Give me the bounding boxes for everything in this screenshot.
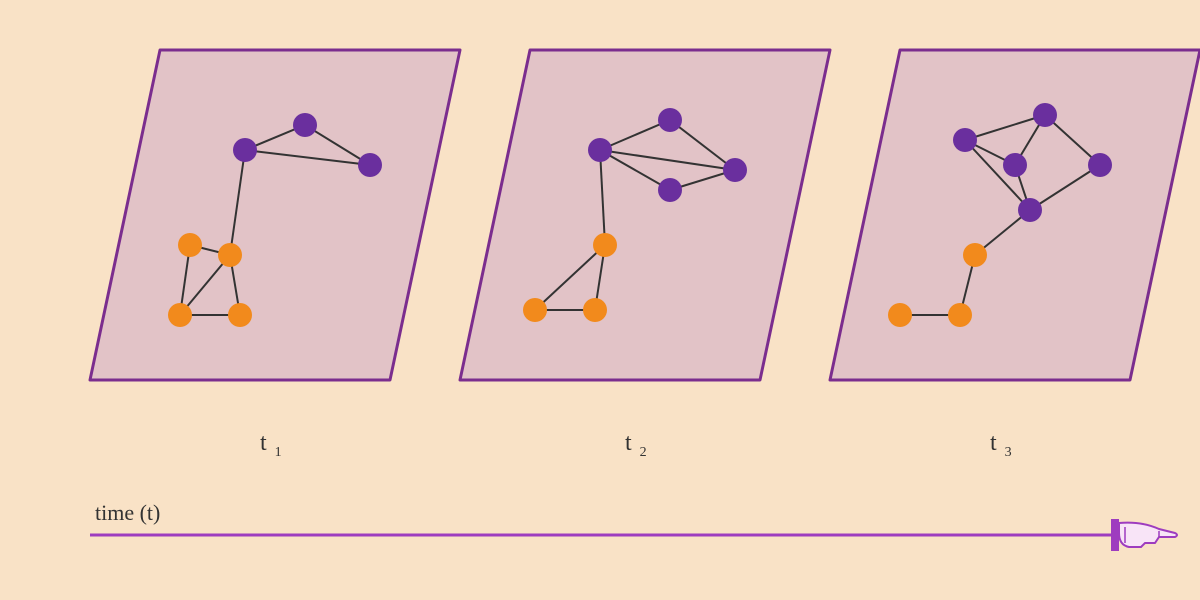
- graph-node-purple: [723, 158, 747, 182]
- graph-node-purple: [293, 113, 317, 137]
- panel-t3: [830, 50, 1200, 380]
- panel-t1: [90, 50, 460, 380]
- panel-frame: [830, 50, 1200, 380]
- graph-node-orange: [963, 243, 987, 267]
- panel-label-t2: t 2: [625, 430, 647, 461]
- graph-node-purple: [358, 153, 382, 177]
- graph-node-orange: [948, 303, 972, 327]
- panel-t2: [460, 50, 830, 380]
- graph-node-orange: [593, 233, 617, 257]
- graph-node-orange: [888, 303, 912, 327]
- graph-node-orange: [228, 303, 252, 327]
- graph-node-purple: [953, 128, 977, 152]
- graph-node-purple: [1033, 103, 1057, 127]
- time-axis-label: time (t): [95, 500, 160, 526]
- graph-node-purple: [233, 138, 257, 162]
- panel-label-sub: 1: [275, 445, 282, 460]
- panel-label-base: t: [260, 430, 267, 456]
- panel-frame: [460, 50, 830, 380]
- graph-node-purple: [1088, 153, 1112, 177]
- graph-node-orange: [583, 298, 607, 322]
- panel-label-base: t: [990, 430, 997, 456]
- pointer-bar: [1111, 519, 1119, 551]
- graph-node-purple: [658, 178, 682, 202]
- graph-node-purple: [588, 138, 612, 162]
- pointer-icon: [1111, 519, 1177, 551]
- pointer-hand: [1119, 523, 1177, 547]
- panel-label-t3: t 3: [990, 430, 1012, 461]
- graph-node-orange: [168, 303, 192, 327]
- graph-node-orange: [178, 233, 202, 257]
- panel-frame: [90, 50, 460, 380]
- panel-label-sub: 3: [1005, 445, 1012, 460]
- graph-node-orange: [218, 243, 242, 267]
- graph-node-purple: [1003, 153, 1027, 177]
- panel-label-sub: 2: [640, 445, 647, 460]
- panel-label-t1: t 1: [260, 430, 282, 461]
- graph-node-purple: [1018, 198, 1042, 222]
- graph-node-purple: [658, 108, 682, 132]
- panel-label-base: t: [625, 430, 632, 456]
- diagram-stage: [0, 0, 1200, 600]
- graph-node-orange: [523, 298, 547, 322]
